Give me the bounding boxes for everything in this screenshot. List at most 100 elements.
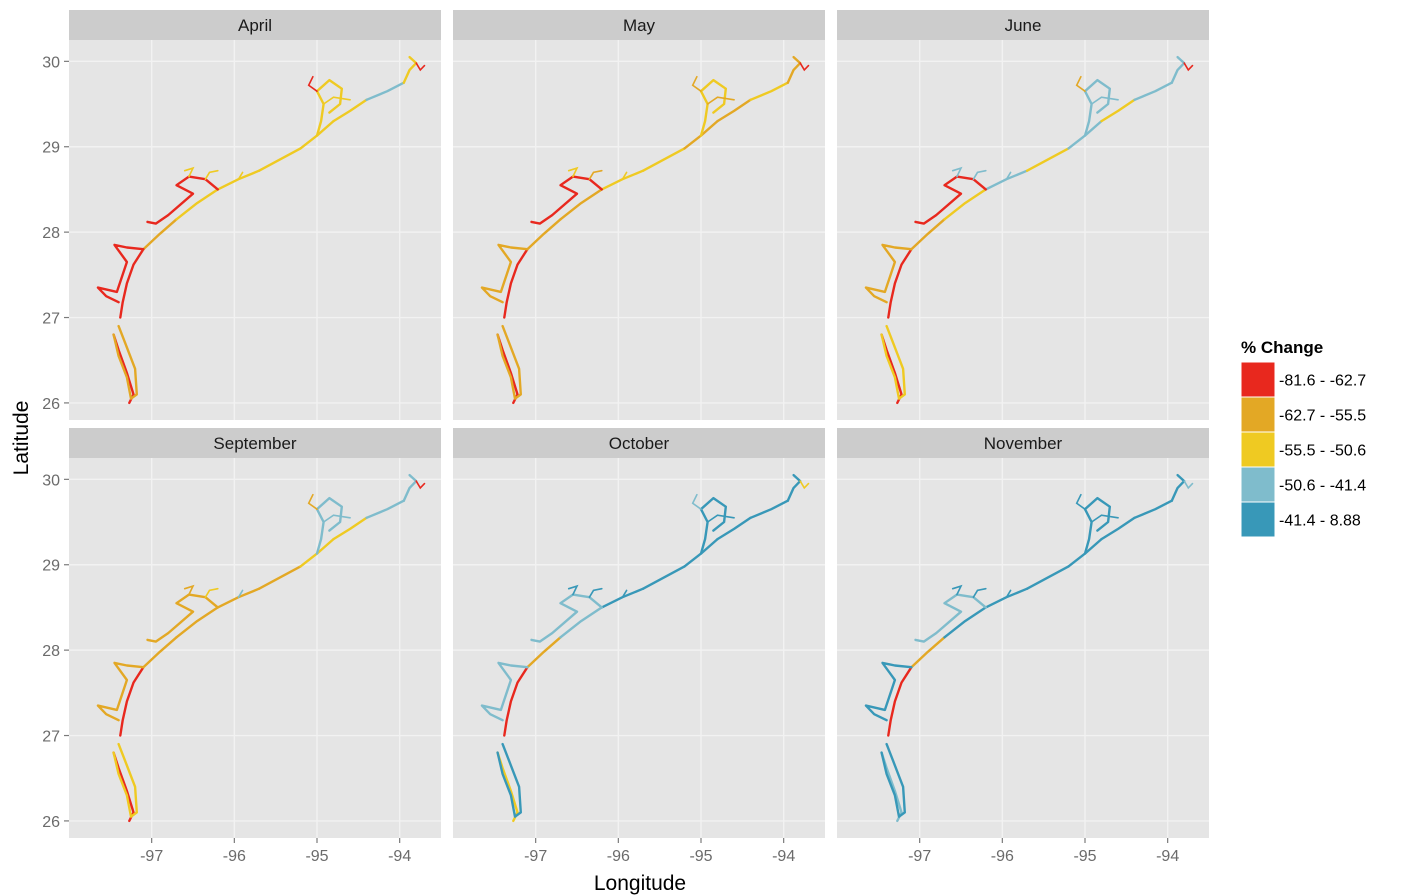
panel-background xyxy=(453,40,825,420)
coast-segment xyxy=(402,55,418,84)
x-tick-label: -97 xyxy=(140,848,163,865)
facet-strip-label: April xyxy=(238,16,272,35)
coast-branch xyxy=(183,584,195,596)
coast-segment xyxy=(914,593,987,643)
facet-april: April xyxy=(69,10,441,420)
coast-segment xyxy=(786,55,802,84)
coast-segment xyxy=(716,516,752,541)
coast-segment xyxy=(864,243,913,304)
panel-background xyxy=(837,458,1209,838)
facet-june: June xyxy=(837,10,1209,420)
facet-strip xyxy=(453,10,825,40)
coast-segment xyxy=(1100,98,1136,123)
coast-branch xyxy=(706,514,735,523)
coast-segment xyxy=(864,661,913,722)
facet-strip xyxy=(69,10,441,40)
coast-segment xyxy=(887,248,913,319)
legend-key xyxy=(1240,431,1276,468)
y-tick-label: 28 xyxy=(42,225,60,242)
coast-segment xyxy=(910,636,946,669)
coast-branch xyxy=(951,584,963,596)
coast-segment xyxy=(749,81,789,101)
coast-branch xyxy=(1075,493,1086,510)
coast-segment xyxy=(496,742,522,818)
coast-branch xyxy=(567,166,579,178)
legend-key xyxy=(1240,361,1276,398)
coast-branch xyxy=(951,166,963,178)
coast-branch xyxy=(588,169,603,180)
x-tick-label: -94 xyxy=(1156,848,1179,865)
coast-segment xyxy=(175,606,219,639)
coast-branch xyxy=(1005,589,1012,598)
coast-branch xyxy=(799,62,810,72)
coast-segment xyxy=(880,324,906,400)
coast-segment xyxy=(315,496,343,555)
coast-segment xyxy=(480,661,529,722)
y-tick-label: 26 xyxy=(42,814,60,831)
coast-segment xyxy=(315,78,343,137)
coast-segment xyxy=(559,606,603,639)
coast-segment xyxy=(1083,78,1111,137)
coast-branch xyxy=(691,493,702,510)
x-tick-label: -97 xyxy=(908,848,931,865)
coast-segment xyxy=(332,516,368,541)
facet-may: May xyxy=(453,10,825,420)
coast-branch xyxy=(322,96,351,105)
coast-branch xyxy=(972,587,987,598)
facet-strip-label: May xyxy=(623,16,656,35)
coast-branch xyxy=(307,493,318,510)
x-axis-title: Longitude xyxy=(594,872,686,895)
coast-segment xyxy=(530,175,603,225)
legend: % Change -81.6 - -62.7 -62.7 - -55.5 -55.5… xyxy=(1240,338,1366,538)
coast-segment xyxy=(257,147,302,172)
coast-segment xyxy=(365,81,405,101)
coast-segment xyxy=(96,661,145,722)
coast-segment xyxy=(503,248,529,319)
coast-segment xyxy=(641,565,686,590)
panel-background xyxy=(69,458,441,838)
coast-segment xyxy=(496,324,522,400)
facet-strip xyxy=(453,428,825,458)
coast-segment xyxy=(142,636,178,669)
facet-strip xyxy=(837,10,1209,40)
legend-key xyxy=(1240,501,1276,538)
coast-branch xyxy=(621,589,628,598)
panel-background xyxy=(69,40,441,420)
coast-segment xyxy=(96,243,145,304)
x-tick-label: -95 xyxy=(1073,848,1096,865)
y-tick-label: 29 xyxy=(42,558,60,575)
coast-branch xyxy=(322,514,351,523)
coast-segment xyxy=(146,593,219,643)
coast-segment xyxy=(402,473,418,502)
x-tick-label: -96 xyxy=(607,848,630,865)
legend-label: -41.4 - 8.88 xyxy=(1279,513,1361,530)
coast-branch xyxy=(415,62,426,72)
coast-segment xyxy=(749,499,789,519)
coast-segment xyxy=(257,565,302,590)
coast-segment xyxy=(1170,55,1186,84)
coast-branch xyxy=(691,75,702,92)
coast-segment xyxy=(716,98,752,123)
coast-branch xyxy=(706,96,735,105)
coast-branch xyxy=(567,584,579,596)
coast-segment xyxy=(699,78,727,137)
y-tick-label: 26 xyxy=(42,396,60,413)
y-axis: 26 27 28 29 30 26 27 28 29 30 xyxy=(42,54,69,831)
coast-segment xyxy=(943,606,987,639)
coast-branch xyxy=(1005,171,1012,180)
y-axis-title: Latitude xyxy=(10,401,33,476)
y-tick-label: 28 xyxy=(42,643,60,660)
coast-segment xyxy=(943,188,987,221)
coast-segment xyxy=(1170,473,1186,502)
y-tick-label: 30 xyxy=(42,54,60,71)
x-tick-label: -95 xyxy=(305,848,328,865)
coast-segment xyxy=(526,636,562,669)
coast-segment xyxy=(914,175,987,225)
coast-segment xyxy=(530,593,603,643)
coast-segment xyxy=(910,218,946,251)
coast-segment xyxy=(1025,565,1070,590)
coast-segment xyxy=(1133,81,1173,101)
facet-strip xyxy=(69,428,441,458)
coast-segment xyxy=(365,499,405,519)
